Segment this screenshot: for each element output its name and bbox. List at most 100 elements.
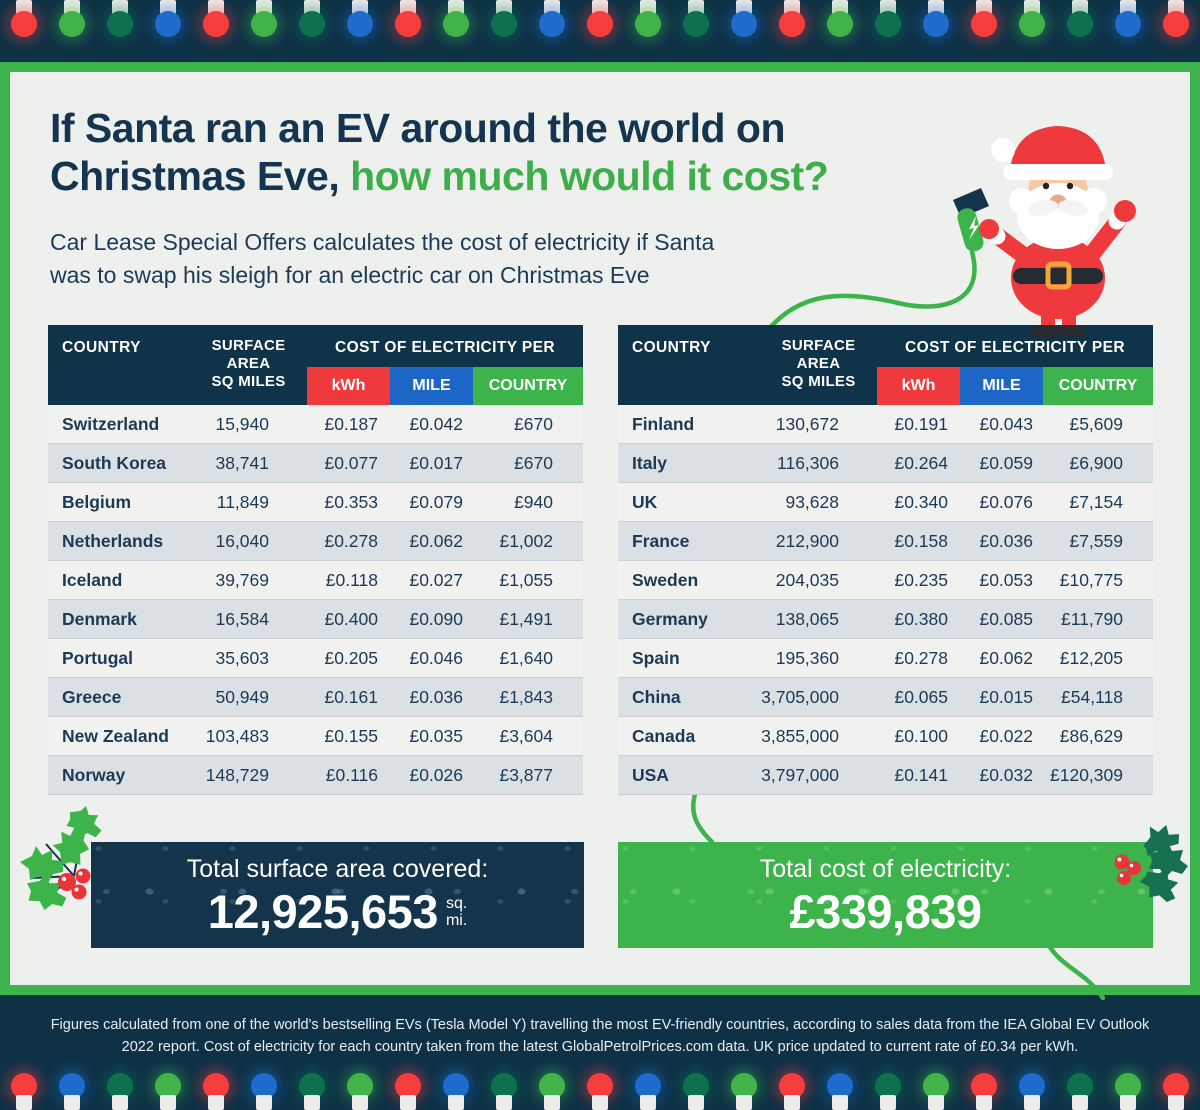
total-cost-label: Total cost of electricity: — [759, 855, 1012, 883]
col-header-per-country: COUNTRY — [1043, 367, 1153, 405]
cost-per-country-cell: £5,609 — [1069, 413, 1123, 434]
country-cell: Canada — [632, 725, 696, 746]
cost-per-kwh-cell: £0.353 — [324, 491, 378, 512]
surface-area-cell: 35,603 — [215, 647, 269, 668]
christmas-light-bulb — [827, 1073, 853, 1110]
surface-area-cell: 148,729 — [205, 764, 269, 785]
table-row: Germany 138,065 £0.380 £0.085 £11,790 — [618, 600, 1153, 639]
cost-per-mile-cell: £0.035 — [409, 725, 463, 746]
total-surface-area-box: Total surface area covered: 12,925,653 s… — [91, 842, 584, 948]
christmas-light-bulb — [1067, 0, 1093, 37]
total-surface-label: Total surface area covered: — [186, 855, 489, 883]
table-row: Finland 130,672 £0.191 £0.043 £5,609 — [618, 405, 1153, 444]
cost-per-kwh-cell: £0.400 — [324, 608, 378, 629]
cost-per-mile-cell: £0.042 — [409, 413, 463, 434]
country-cell: Finland — [632, 413, 695, 434]
col-header-surface-area: SURFACE AREA SQ MILES — [211, 337, 286, 390]
christmas-light-bulb — [491, 0, 517, 37]
ev-charger-icon — [953, 188, 989, 252]
country-cell: Portugal — [62, 647, 133, 668]
surface-area-cell: 3,705,000 — [761, 686, 839, 707]
christmas-light-bulb — [107, 1073, 133, 1110]
christmas-light-bulb — [491, 1073, 517, 1110]
page-title: If Santa ran an EV around the world on C… — [50, 104, 829, 200]
cost-per-kwh-cell: £0.100 — [894, 725, 948, 746]
table-row: Portugal 35,603 £0.205 £0.046 £1,640 — [48, 639, 583, 678]
cost-per-country-cell: £670 — [514, 413, 553, 434]
country-cell: USA — [632, 764, 669, 785]
cost-table-left: COUNTRY SURFACE AREA SQ MILES COST OF EL… — [48, 325, 583, 795]
surface-area-cell: 138,065 — [775, 608, 839, 629]
christmas-light-bulb — [203, 1073, 229, 1110]
country-cell: Spain — [632, 647, 680, 668]
cost-per-kwh-cell: £0.235 — [894, 569, 948, 590]
christmas-light-bulb — [1163, 1073, 1189, 1110]
cost-per-country-cell: £11,790 — [1061, 608, 1123, 629]
christmas-light-bulb — [155, 1073, 181, 1110]
cost-per-mile-cell: £0.059 — [979, 452, 1033, 473]
surface-area-cell: 93,628 — [785, 491, 839, 512]
table-row: Belgium 11,849 £0.353 £0.079 £940 — [48, 483, 583, 522]
country-cell: Sweden — [632, 569, 699, 590]
christmas-light-bulb — [971, 0, 997, 37]
surface-area-cell: 212,900 — [775, 530, 839, 551]
cost-per-country-cell: £1,491 — [499, 608, 553, 629]
surface-area-cell: 3,855,000 — [761, 725, 839, 746]
cost-per-country-cell: £1,055 — [499, 569, 553, 590]
surface-area-cell: 195,360 — [775, 647, 839, 668]
cost-per-mile-cell: £0.076 — [979, 491, 1033, 512]
cost-per-country-cell: £10,775 — [1059, 569, 1123, 590]
christmas-light-bulb — [1019, 1073, 1045, 1110]
cost-per-country-cell: £940 — [514, 491, 553, 512]
cost-per-kwh-cell: £0.065 — [894, 686, 948, 707]
cost-per-mile-cell: £0.036 — [979, 530, 1033, 551]
christmas-light-bulb — [1067, 1073, 1093, 1110]
christmas-light-bulb — [395, 0, 421, 37]
country-cell: New Zealand — [62, 725, 169, 746]
cost-per-mile-cell: £0.017 — [409, 452, 463, 473]
surface-area-cell: 39,769 — [215, 569, 269, 590]
cost-per-country-cell: £6,900 — [1069, 452, 1123, 473]
title-line2-dark: Christmas Eve, — [50, 153, 351, 199]
surface-area-cell: 204,035 — [775, 569, 839, 590]
surface-area-cell: 16,040 — [215, 530, 269, 551]
subtitle: Car Lease Special Offers calculates the … — [50, 226, 714, 292]
cost-per-country-cell: £670 — [514, 452, 553, 473]
table-row: China 3,705,000 £0.065 £0.015 £54,118 — [618, 678, 1153, 717]
table-row: Sweden 204,035 £0.235 £0.053 £10,775 — [618, 561, 1153, 600]
cost-per-mile-cell: £0.046 — [409, 647, 463, 668]
table-row: France 212,900 £0.158 £0.036 £7,559 — [618, 522, 1153, 561]
country-cell: UK — [632, 491, 658, 512]
christmas-light-bulb — [683, 0, 709, 37]
cost-per-country-cell: £1,640 — [499, 647, 553, 668]
christmas-light-bulb — [155, 0, 181, 37]
cost-per-mile-cell: £0.022 — [979, 725, 1033, 746]
col-header-cost-group: COST OF ELECTRICITY PER — [905, 339, 1125, 356]
country-cell: Switzerland — [62, 413, 160, 434]
christmas-light-bulb — [731, 1073, 757, 1110]
footer-text: Figures calculated from one of the world… — [50, 1017, 1150, 1055]
christmas-light-bulb — [827, 0, 853, 37]
country-cell: Italy — [632, 452, 668, 473]
country-cell: China — [632, 686, 681, 707]
christmas-light-bulb — [779, 1073, 805, 1110]
cost-per-kwh-cell: £0.118 — [325, 569, 378, 590]
christmas-light-bulb — [635, 0, 661, 37]
surface-area-cell: 38,741 — [215, 452, 269, 473]
table-row: South Korea 38,741 £0.077 £0.017 £670 — [48, 444, 583, 483]
christmas-light-bulb — [1115, 1073, 1141, 1110]
country-cell: France — [632, 530, 690, 551]
christmas-light-bulb — [1163, 0, 1189, 37]
table-row: Iceland 39,769 £0.118 £0.027 £1,055 — [48, 561, 583, 600]
title-line1: If Santa ran an EV around the world on — [50, 105, 786, 151]
cost-per-kwh-cell: £0.077 — [324, 452, 378, 473]
table-row: USA 3,797,000 £0.141 £0.032 £120,309 — [618, 756, 1153, 795]
cost-per-kwh-cell: £0.278 — [894, 647, 948, 668]
cost-per-mile-cell: £0.053 — [979, 569, 1033, 590]
country-cell: Belgium — [62, 491, 132, 512]
christmas-light-bulb — [11, 1073, 37, 1110]
cost-per-kwh-cell: £0.380 — [894, 608, 948, 629]
cost-per-mile-cell: £0.032 — [979, 764, 1033, 785]
cost-per-country-cell: £1,002 — [499, 530, 553, 551]
cost-per-kwh-cell: £0.141 — [894, 764, 948, 785]
